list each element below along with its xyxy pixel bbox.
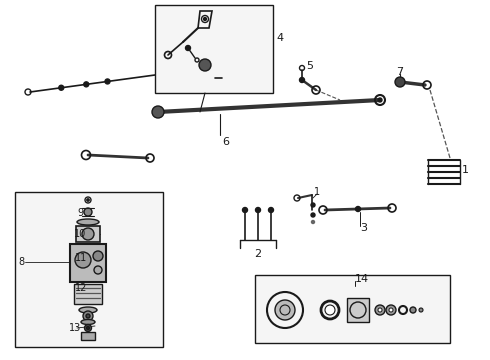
Circle shape <box>84 208 92 216</box>
Circle shape <box>356 207 361 212</box>
Text: 7: 7 <box>396 67 404 77</box>
Circle shape <box>299 77 304 82</box>
Circle shape <box>419 308 423 312</box>
Text: 1: 1 <box>462 165 469 175</box>
Ellipse shape <box>79 307 97 313</box>
Circle shape <box>82 228 94 240</box>
Circle shape <box>94 266 102 274</box>
Circle shape <box>386 305 396 315</box>
Text: 4: 4 <box>276 33 283 43</box>
Ellipse shape <box>77 219 99 225</box>
Text: 13: 13 <box>69 323 81 333</box>
Text: 3: 3 <box>360 223 367 233</box>
Bar <box>74 284 102 304</box>
Circle shape <box>203 18 206 21</box>
Text: 14: 14 <box>355 274 369 284</box>
Circle shape <box>59 85 64 90</box>
Bar <box>81 332 95 340</box>
Text: 8: 8 <box>18 257 24 267</box>
Bar <box>70 244 106 282</box>
Circle shape <box>83 311 93 321</box>
Text: 11: 11 <box>75 253 87 263</box>
Circle shape <box>87 327 90 329</box>
Circle shape <box>186 45 191 50</box>
Text: 6: 6 <box>222 137 229 147</box>
Circle shape <box>199 59 211 71</box>
Text: 12: 12 <box>75 283 87 293</box>
Circle shape <box>152 106 164 118</box>
Bar <box>15 192 163 347</box>
Circle shape <box>311 203 315 207</box>
Text: 9: 9 <box>77 208 83 218</box>
Text: 5: 5 <box>306 61 313 71</box>
Circle shape <box>84 82 89 87</box>
Bar <box>155 5 273 93</box>
Circle shape <box>375 305 385 315</box>
Bar <box>255 275 450 343</box>
Circle shape <box>201 15 209 23</box>
Circle shape <box>243 207 247 212</box>
Text: 1: 1 <box>314 187 320 197</box>
Circle shape <box>255 207 261 212</box>
Circle shape <box>84 324 92 332</box>
Circle shape <box>75 252 91 268</box>
Circle shape <box>389 308 393 312</box>
Circle shape <box>410 307 416 313</box>
Bar <box>347 298 369 322</box>
Text: 2: 2 <box>254 249 262 259</box>
Circle shape <box>275 300 295 320</box>
Circle shape <box>269 207 273 212</box>
Circle shape <box>312 220 315 224</box>
Circle shape <box>105 79 110 84</box>
Circle shape <box>86 314 90 318</box>
Circle shape <box>93 251 103 261</box>
Ellipse shape <box>81 320 95 324</box>
Circle shape <box>325 305 335 315</box>
Circle shape <box>378 308 382 312</box>
Text: 10: 10 <box>74 229 86 239</box>
Circle shape <box>395 77 405 87</box>
Circle shape <box>87 199 89 201</box>
Circle shape <box>378 98 382 102</box>
Circle shape <box>311 213 315 217</box>
Bar <box>76 226 100 242</box>
